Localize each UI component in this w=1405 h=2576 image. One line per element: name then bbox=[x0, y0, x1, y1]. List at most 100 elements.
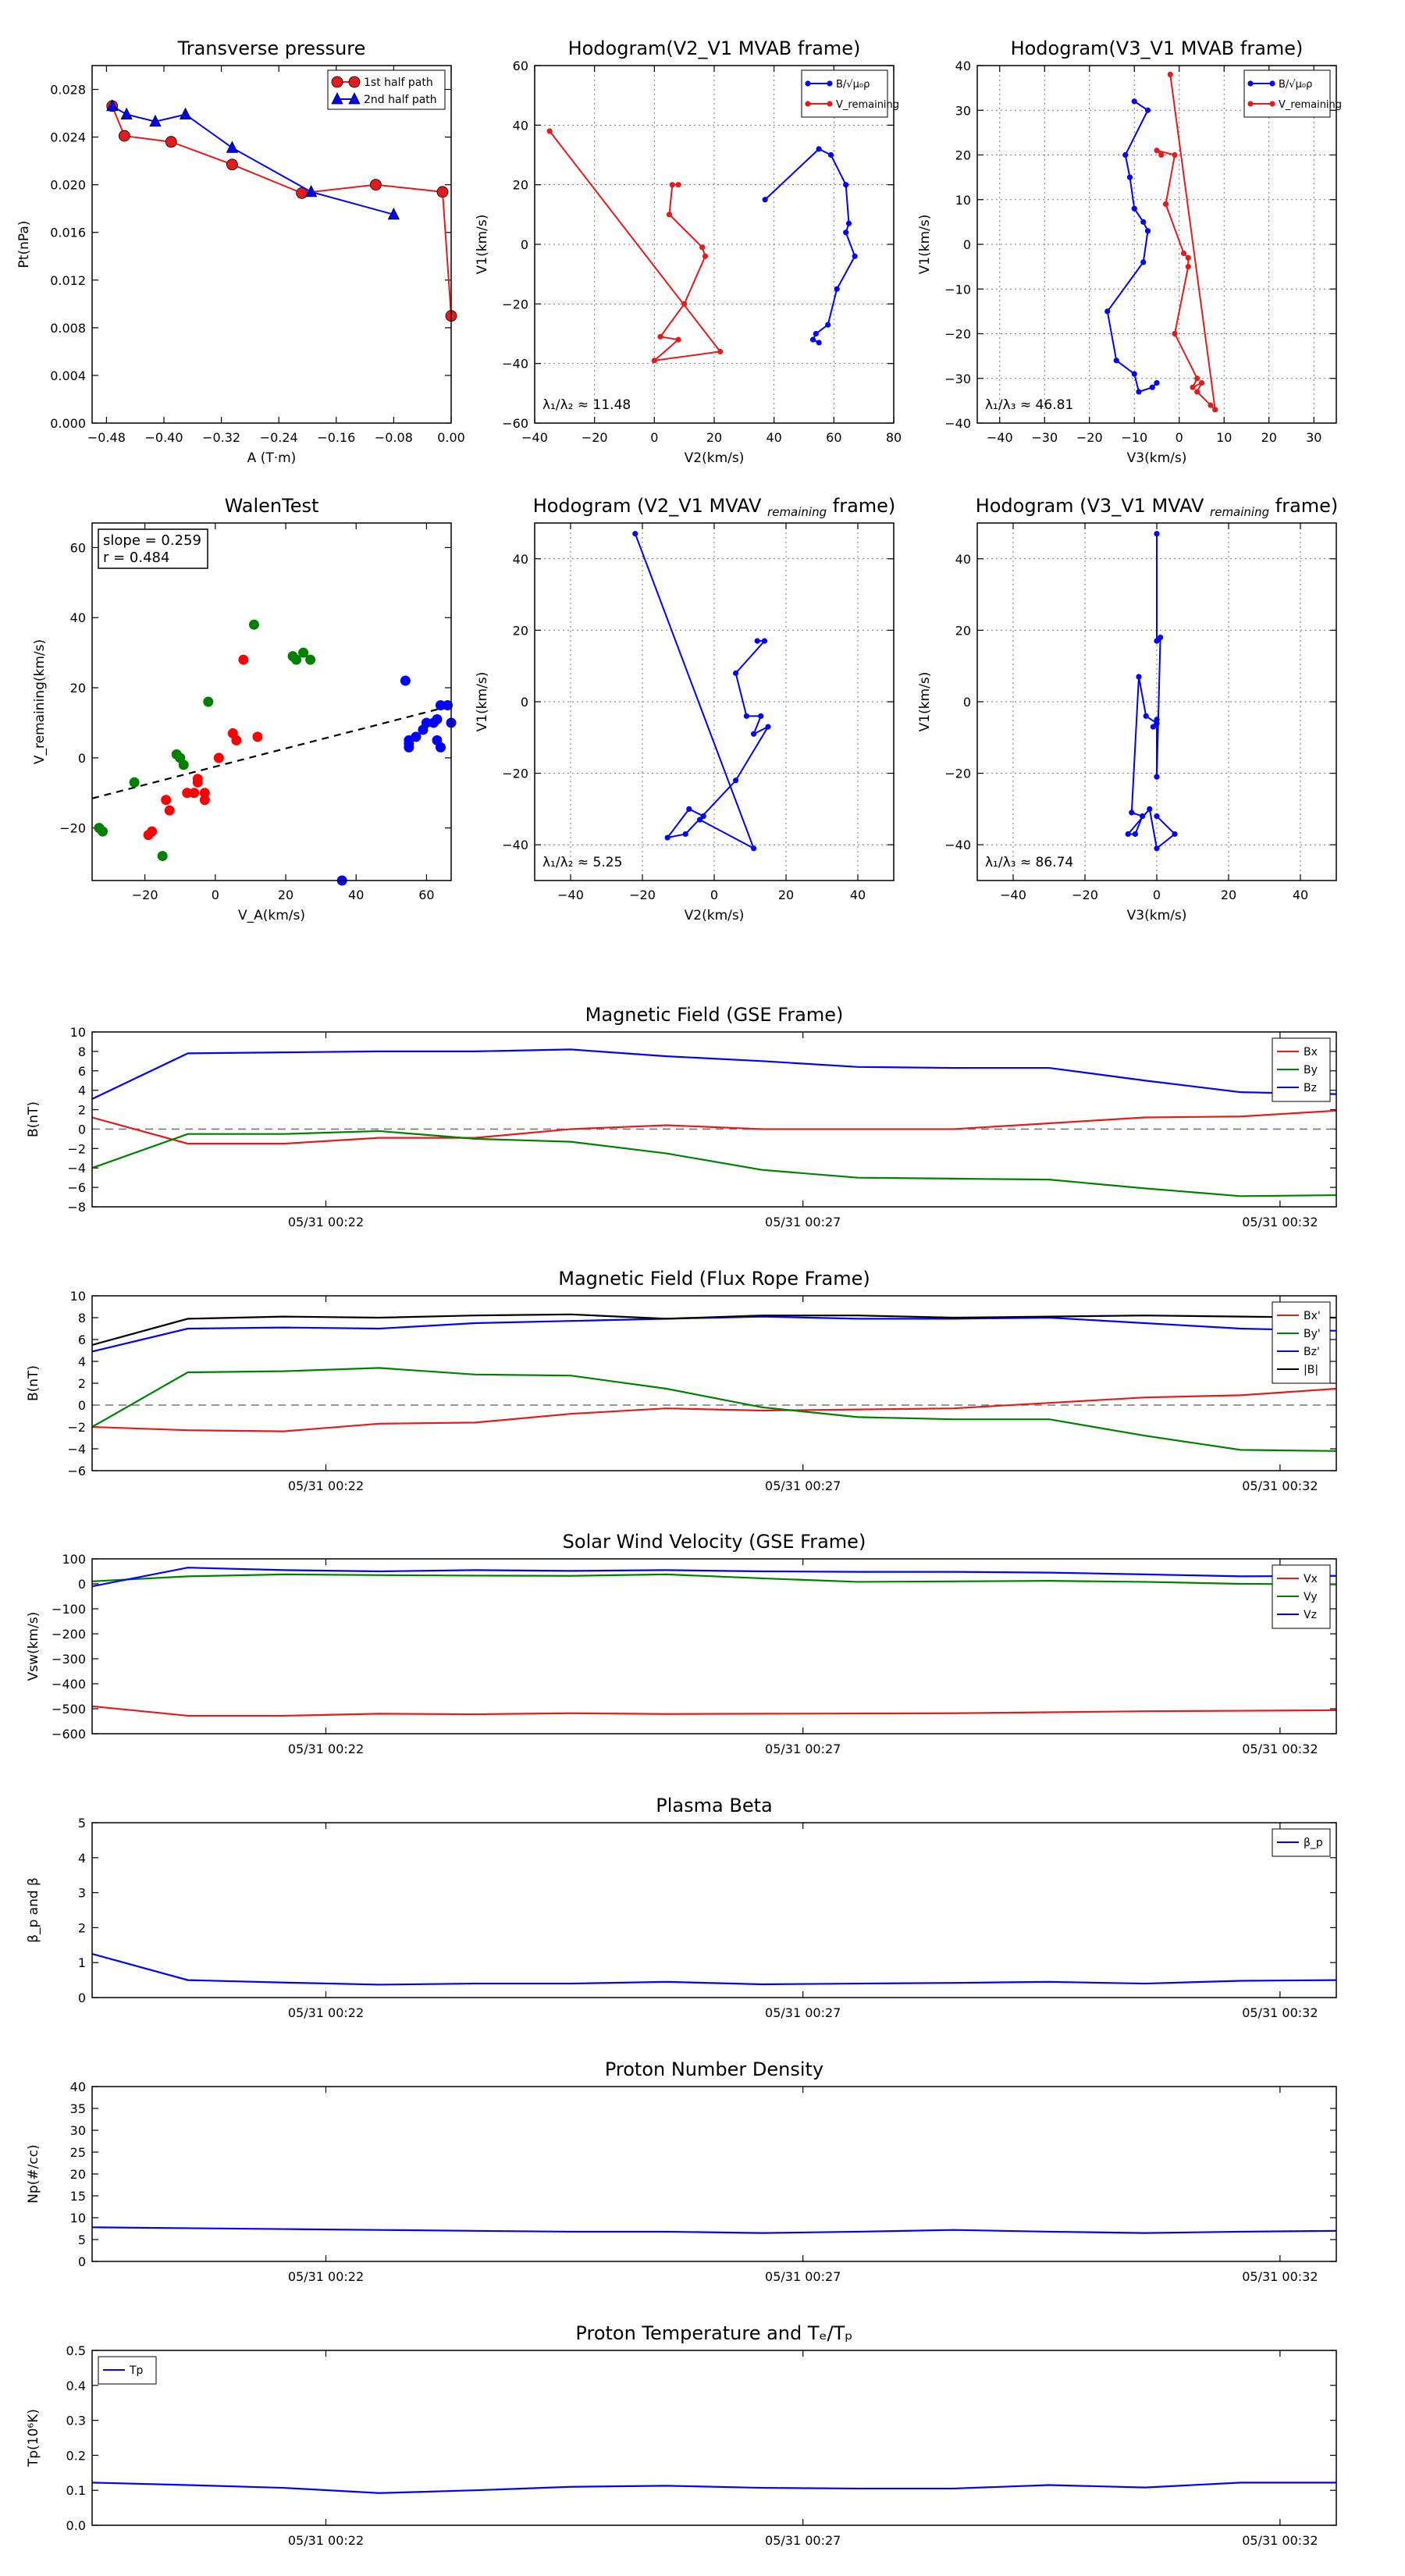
series-line-β_p bbox=[91, 1952, 1337, 1986]
y-tick-label: 0 bbox=[78, 1398, 86, 1413]
x-tick-label: −0.16 bbox=[317, 430, 355, 445]
scatter-point-red bbox=[213, 753, 224, 763]
y-axis-label: Np(#/cc) bbox=[26, 2144, 41, 2203]
x-tick-label: −0.32 bbox=[202, 430, 240, 445]
series-line-Np bbox=[91, 2226, 1337, 2234]
time-tick-label: 05/31 00:27 bbox=[765, 2005, 841, 2020]
proton_temperature-frame bbox=[91, 2350, 1337, 2526]
y-tick-label: 4 bbox=[78, 1354, 86, 1369]
y-tick-label: −100 bbox=[52, 1602, 86, 1617]
series-line-|B| bbox=[91, 1313, 1337, 1347]
y-axis-label: Pt(nPa) bbox=[16, 221, 32, 269]
data-point bbox=[1104, 308, 1111, 315]
y-tick-label: 20 bbox=[955, 148, 971, 163]
data-point bbox=[1185, 254, 1191, 261]
y-tick-label: 0.004 bbox=[50, 368, 86, 383]
data-point bbox=[669, 182, 675, 188]
x-tick-label: 40 bbox=[1293, 888, 1308, 902]
fit-stat: slope = 0.259 bbox=[103, 532, 201, 549]
data-point bbox=[1154, 638, 1160, 644]
data-point bbox=[1167, 71, 1173, 78]
y-tick-label: −20 bbox=[502, 297, 528, 311]
walen_test-frame bbox=[91, 522, 452, 881]
time-tick-label: 05/31 00:22 bbox=[288, 2005, 364, 2020]
eigen-ratio-annotation: λ₁/λ₂ ≈ 11.48 bbox=[542, 397, 631, 413]
y-tick-label: 40 bbox=[955, 552, 971, 567]
data-point bbox=[664, 834, 670, 841]
legend-label: Bx' bbox=[1304, 1310, 1321, 1322]
x-tick-label: 0 bbox=[1176, 430, 1183, 445]
y-tick-label: 60 bbox=[513, 59, 528, 73]
data-point bbox=[681, 301, 688, 307]
scatter-point-red bbox=[182, 788, 193, 799]
y-tick-label: 30 bbox=[70, 2123, 86, 2138]
legend-box bbox=[1243, 69, 1331, 118]
x-tick-label: 80 bbox=[886, 430, 902, 445]
time-tick-label: 05/31 00:27 bbox=[765, 1215, 841, 1229]
data-point bbox=[165, 136, 177, 148]
scatter-point-green bbox=[175, 753, 186, 763]
y-tick-label: −2 bbox=[67, 1141, 86, 1156]
hodogram_v3v1_mvav-frame bbox=[976, 522, 1337, 881]
fit-stat: r = 0.484 bbox=[103, 550, 169, 566]
legend-label: Vz bbox=[1304, 1609, 1317, 1621]
legend-label: Bz' bbox=[1304, 1346, 1320, 1358]
eigen-ratio-annotation: λ₁/λ₃ ≈ 46.81 bbox=[985, 397, 1073, 413]
series-line-Vx bbox=[91, 1705, 1337, 1717]
data-point bbox=[1198, 379, 1205, 386]
y-tick-label: 0 bbox=[78, 1991, 86, 2005]
series-line-Tp bbox=[91, 2482, 1336, 2494]
time-tick-label: 05/31 00:27 bbox=[765, 1478, 841, 1493]
y-tick-label: 15 bbox=[70, 2189, 86, 2204]
y-tick-label: 0.028 bbox=[50, 83, 86, 98]
data-point bbox=[1126, 174, 1133, 180]
data-point bbox=[1172, 831, 1178, 838]
y-tick-label: −10 bbox=[944, 282, 971, 297]
data-point bbox=[149, 114, 162, 127]
legend-label: B/√μ₀ρ bbox=[1279, 79, 1312, 91]
data-point bbox=[1136, 389, 1142, 395]
scatter-point-blue bbox=[421, 717, 432, 728]
y-tick-label: 0 bbox=[78, 2254, 86, 2269]
chart-title: Hodogram(V3_V1 MVAB frame) bbox=[1011, 37, 1304, 59]
series-line-Bx bbox=[91, 1109, 1337, 1145]
y-tick-label: 0 bbox=[963, 695, 971, 710]
data-point bbox=[1149, 384, 1155, 390]
y-axis-label: Vsw(km/s) bbox=[26, 1612, 41, 1681]
chart-title: Hodogram (V3_V1 MVAV remaining frame) bbox=[976, 495, 1339, 519]
series-line-Vz bbox=[91, 1567, 1337, 1588]
time-tick-label: 05/31 00:32 bbox=[1242, 1215, 1318, 1229]
y-tick-label: 10 bbox=[70, 1025, 86, 1040]
legend-marker bbox=[348, 76, 361, 88]
data-point bbox=[1154, 720, 1160, 727]
time-tick-label: 05/31 00:22 bbox=[288, 1215, 364, 1229]
y-tick-label: 20 bbox=[955, 623, 971, 638]
legend-box bbox=[327, 69, 446, 110]
legend-label: B/√μ₀ρ bbox=[836, 79, 870, 91]
time-tick-label: 05/31 00:32 bbox=[1242, 2269, 1318, 2284]
y-tick-label: 4 bbox=[78, 1851, 86, 1866]
y-tick-label: 60 bbox=[70, 540, 86, 555]
y-tick-label: 30 bbox=[955, 103, 971, 118]
y-tick-label: 2 bbox=[78, 1103, 86, 1118]
data-point bbox=[827, 151, 834, 158]
chart-title: WalenTest bbox=[225, 495, 319, 517]
legend-label: Tp bbox=[129, 2364, 144, 2377]
data-point bbox=[120, 107, 133, 119]
legend-label: V_remaining bbox=[1279, 99, 1342, 111]
x-tick-label: 20 bbox=[278, 888, 293, 902]
y-tick-label: −200 bbox=[52, 1627, 86, 1642]
y-tick-label: 0.2 bbox=[66, 2448, 86, 2463]
legend-label: 1st half path bbox=[364, 76, 433, 89]
time-tick-label: 05/31 00:27 bbox=[765, 2269, 841, 2284]
x-tick-label: 0 bbox=[1153, 888, 1161, 902]
x-tick-label: −20 bbox=[132, 888, 158, 902]
y-tick-label: 0 bbox=[521, 695, 528, 710]
chart-proton_temperature: 0.0 0.1 0.2 0.3 0.4 0.5 05/31 00:22 05/31 00:27… bbox=[26, 2322, 1337, 2548]
chart-hodogram_v3v1_mvab: −40 −30 −20 −10 0 10 20 30 40 −40 −30 −20 −10 0 10 20 30… bbox=[917, 37, 1342, 466]
data-point bbox=[657, 333, 663, 340]
data-point bbox=[1172, 151, 1178, 158]
x-tick-label: −20 bbox=[1076, 430, 1103, 445]
